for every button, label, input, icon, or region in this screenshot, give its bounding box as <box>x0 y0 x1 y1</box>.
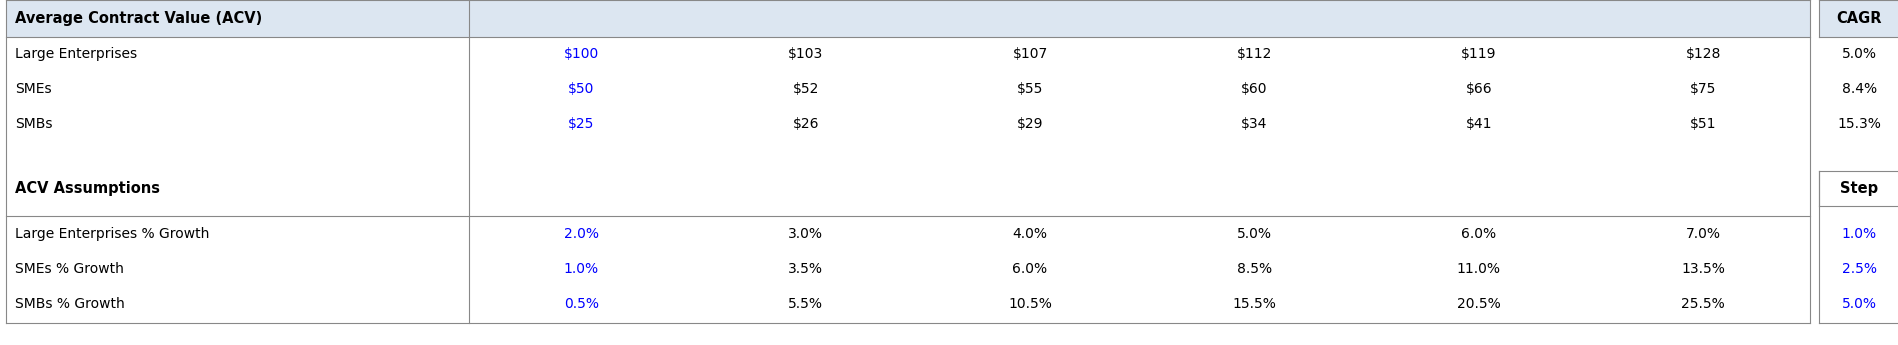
Text: Step: Step <box>1839 181 1877 196</box>
Text: $119: $119 <box>1460 47 1496 61</box>
Text: 3.5%: 3.5% <box>788 262 822 276</box>
Text: $50: $50 <box>568 82 594 96</box>
Text: SMBs % Growth: SMBs % Growth <box>15 297 125 312</box>
Text: $128: $128 <box>1685 47 1720 61</box>
Bar <box>1818 0 1898 37</box>
Text: $103: $103 <box>788 47 824 61</box>
Text: SMEs: SMEs <box>15 82 51 96</box>
Text: Average Contract Value (ACV): Average Contract Value (ACV) <box>15 11 262 26</box>
Text: 11.0%: 11.0% <box>1456 262 1499 276</box>
Text: 25.5%: 25.5% <box>1680 297 1723 312</box>
Text: $107: $107 <box>1012 47 1048 61</box>
Text: Large Enterprises % Growth: Large Enterprises % Growth <box>15 227 209 241</box>
Text: $55: $55 <box>1015 82 1042 96</box>
Text: 15.3%: 15.3% <box>1835 117 1881 131</box>
Text: 5.0%: 5.0% <box>1841 47 1875 61</box>
Text: $112: $112 <box>1236 47 1272 61</box>
Text: 4.0%: 4.0% <box>1012 227 1048 241</box>
Text: 7.0%: 7.0% <box>1685 227 1720 241</box>
Text: SMBs: SMBs <box>15 117 53 131</box>
Text: 2.0%: 2.0% <box>564 227 598 241</box>
Text: $34: $34 <box>1241 117 1268 131</box>
Text: 5.0%: 5.0% <box>1841 297 1875 312</box>
Text: $26: $26 <box>791 117 818 131</box>
Text: 2.5%: 2.5% <box>1841 262 1875 276</box>
Text: 1.0%: 1.0% <box>564 262 598 276</box>
Text: 8.5%: 8.5% <box>1236 262 1272 276</box>
Text: 15.5%: 15.5% <box>1232 297 1275 312</box>
Text: $100: $100 <box>564 47 598 61</box>
Text: $29: $29 <box>1015 117 1042 131</box>
Text: ACV Assumptions: ACV Assumptions <box>15 181 159 196</box>
Text: 10.5%: 10.5% <box>1008 297 1051 312</box>
Text: 1.0%: 1.0% <box>1841 227 1875 241</box>
Text: 5.0%: 5.0% <box>1236 227 1272 241</box>
Text: $66: $66 <box>1465 82 1492 96</box>
Text: 6.0%: 6.0% <box>1012 262 1048 276</box>
Text: $25: $25 <box>568 117 594 131</box>
Text: $41: $41 <box>1465 117 1492 131</box>
Text: SMEs % Growth: SMEs % Growth <box>15 262 123 276</box>
Text: $75: $75 <box>1689 82 1716 96</box>
Text: 0.5%: 0.5% <box>564 297 598 312</box>
Text: 5.5%: 5.5% <box>788 297 822 312</box>
Text: 13.5%: 13.5% <box>1680 262 1723 276</box>
Text: 8.4%: 8.4% <box>1841 82 1875 96</box>
Text: 3.0%: 3.0% <box>788 227 822 241</box>
Text: 6.0%: 6.0% <box>1461 227 1496 241</box>
Text: 20.5%: 20.5% <box>1456 297 1499 312</box>
Bar <box>6 0 1809 37</box>
Text: $51: $51 <box>1689 117 1716 131</box>
Text: $52: $52 <box>791 82 818 96</box>
Text: Large Enterprises: Large Enterprises <box>15 47 137 61</box>
Text: $60: $60 <box>1241 82 1268 96</box>
Text: CAGR: CAGR <box>1835 11 1881 26</box>
